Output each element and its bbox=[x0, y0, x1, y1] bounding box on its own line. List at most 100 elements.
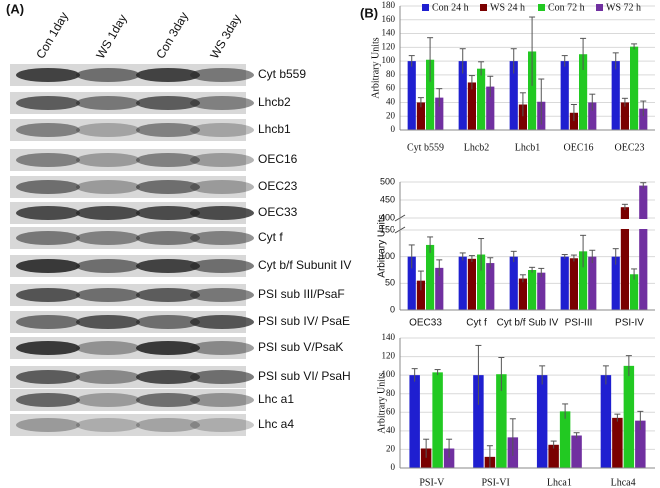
blot-band bbox=[76, 393, 140, 407]
y-tick-label: 100 bbox=[382, 369, 396, 379]
protein-label: PSI sub III/PsaF bbox=[258, 287, 345, 301]
x-tick-label: PSI-V bbox=[419, 477, 445, 488]
blot-band bbox=[16, 288, 80, 302]
panel-label: (A) bbox=[6, 1, 24, 16]
bar bbox=[435, 97, 444, 130]
y-tick-label: 0 bbox=[390, 304, 395, 314]
y-axis-label: Arbitrary Units bbox=[376, 372, 387, 433]
blot-band bbox=[76, 96, 140, 110]
y-tick-label: 150 bbox=[380, 224, 395, 234]
blot-band bbox=[136, 288, 200, 302]
bar bbox=[473, 375, 484, 468]
blot-band bbox=[136, 96, 200, 110]
bar bbox=[623, 365, 635, 468]
blot-band bbox=[16, 206, 80, 220]
protein-label: OEC23 bbox=[258, 179, 298, 193]
legend-label: WS 24 h bbox=[490, 2, 525, 13]
x-tick-label: PSI-VI bbox=[481, 477, 509, 488]
blot-band bbox=[16, 96, 80, 110]
bar bbox=[509, 256, 518, 310]
blot-band bbox=[136, 123, 200, 137]
bar bbox=[620, 102, 629, 130]
blot-band bbox=[136, 393, 200, 407]
x-tick-label: PSI-III bbox=[565, 318, 593, 329]
bar bbox=[407, 61, 416, 130]
x-tick-label: OEC23 bbox=[615, 142, 645, 153]
bar bbox=[612, 417, 623, 468]
y-axis-label: Arbitrary Units bbox=[370, 37, 381, 98]
blot-band bbox=[190, 123, 254, 137]
y-tick-label: 60 bbox=[386, 406, 396, 416]
y-tick-label: 50 bbox=[385, 278, 395, 288]
x-tick-label: Cyt f bbox=[466, 318, 487, 329]
bar bbox=[611, 256, 620, 310]
bar bbox=[458, 256, 467, 310]
bar bbox=[571, 435, 582, 468]
bar bbox=[509, 61, 518, 130]
blot-band bbox=[190, 259, 254, 273]
legend-label: WS 72 h bbox=[606, 2, 641, 13]
bar bbox=[477, 68, 486, 130]
y-tick-label: 0 bbox=[391, 124, 396, 134]
bar bbox=[579, 251, 588, 310]
protein-label: Cyt b/f Subunit IV bbox=[258, 258, 351, 272]
y-tick-label: 500 bbox=[380, 176, 395, 186]
bar bbox=[620, 207, 629, 310]
blot-band bbox=[136, 315, 200, 329]
bar bbox=[458, 61, 467, 130]
lane-label: WS 1day bbox=[93, 12, 129, 61]
blot-band bbox=[136, 68, 200, 82]
blot-band bbox=[136, 370, 200, 384]
blot-band bbox=[16, 123, 80, 137]
x-tick-label: Lhca1 bbox=[547, 477, 572, 488]
y-tick-label: 0 bbox=[391, 462, 396, 472]
bar bbox=[518, 278, 527, 310]
blot-band bbox=[16, 341, 80, 355]
blot-band bbox=[190, 370, 254, 384]
bar bbox=[569, 258, 578, 310]
blot-band bbox=[76, 68, 140, 82]
protein-label: OEC16 bbox=[258, 152, 298, 166]
y-tick-label: 80 bbox=[386, 69, 396, 79]
y-tick-label: 60 bbox=[386, 83, 396, 93]
blot-band bbox=[190, 315, 254, 329]
blot-band bbox=[76, 123, 140, 137]
blot-band bbox=[136, 259, 200, 273]
y-axis-label: Arbitrary Units bbox=[377, 214, 388, 277]
blot-band bbox=[76, 259, 140, 273]
bar bbox=[496, 374, 507, 468]
y-tick-label: 40 bbox=[386, 425, 396, 435]
legend-swatch bbox=[480, 4, 487, 11]
bar bbox=[435, 267, 444, 310]
bar bbox=[635, 420, 646, 468]
bar bbox=[579, 54, 588, 130]
protein-label: PSI sub V/PsaK bbox=[258, 340, 343, 354]
blot-band bbox=[76, 153, 140, 167]
protein-label: PSI sub IV/ PsaE bbox=[258, 314, 350, 328]
x-tick-label: PSI-IV bbox=[615, 318, 644, 329]
x-tick-label: Lhca4 bbox=[611, 477, 636, 488]
bar bbox=[518, 104, 527, 130]
bar bbox=[477, 254, 486, 310]
blot-strip bbox=[10, 414, 246, 436]
y-tick-label: 400 bbox=[380, 212, 395, 222]
blot-band bbox=[190, 68, 254, 82]
bar bbox=[443, 448, 455, 468]
legend-label: Con 24 h bbox=[432, 2, 469, 13]
blot-band bbox=[136, 153, 200, 167]
protein-label: Cyt f bbox=[258, 230, 283, 244]
blot-band bbox=[16, 153, 80, 167]
bar bbox=[588, 102, 597, 130]
bar bbox=[611, 61, 620, 130]
bar bbox=[639, 185, 648, 310]
y-tick-label: 40 bbox=[386, 97, 396, 107]
blot-band bbox=[76, 370, 140, 384]
blot-band bbox=[190, 288, 254, 302]
y-tick-label: 120 bbox=[382, 41, 396, 51]
bar bbox=[560, 61, 569, 130]
bar bbox=[486, 86, 495, 130]
blot-band bbox=[16, 180, 80, 194]
blot-band bbox=[16, 259, 80, 273]
x-tick-label: OEC16 bbox=[564, 142, 594, 153]
